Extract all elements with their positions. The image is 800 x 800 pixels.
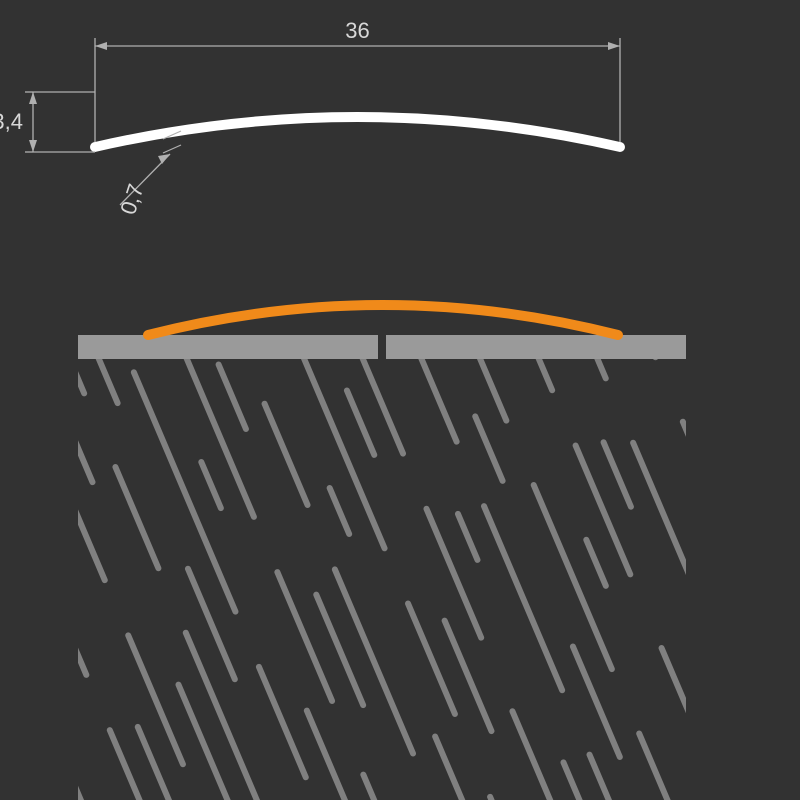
floor-slab-right xyxy=(386,335,686,359)
floor-slab-left xyxy=(78,335,378,359)
dim-width-value: 36 xyxy=(345,18,369,43)
dim-height-value: 3,4 xyxy=(0,109,23,134)
